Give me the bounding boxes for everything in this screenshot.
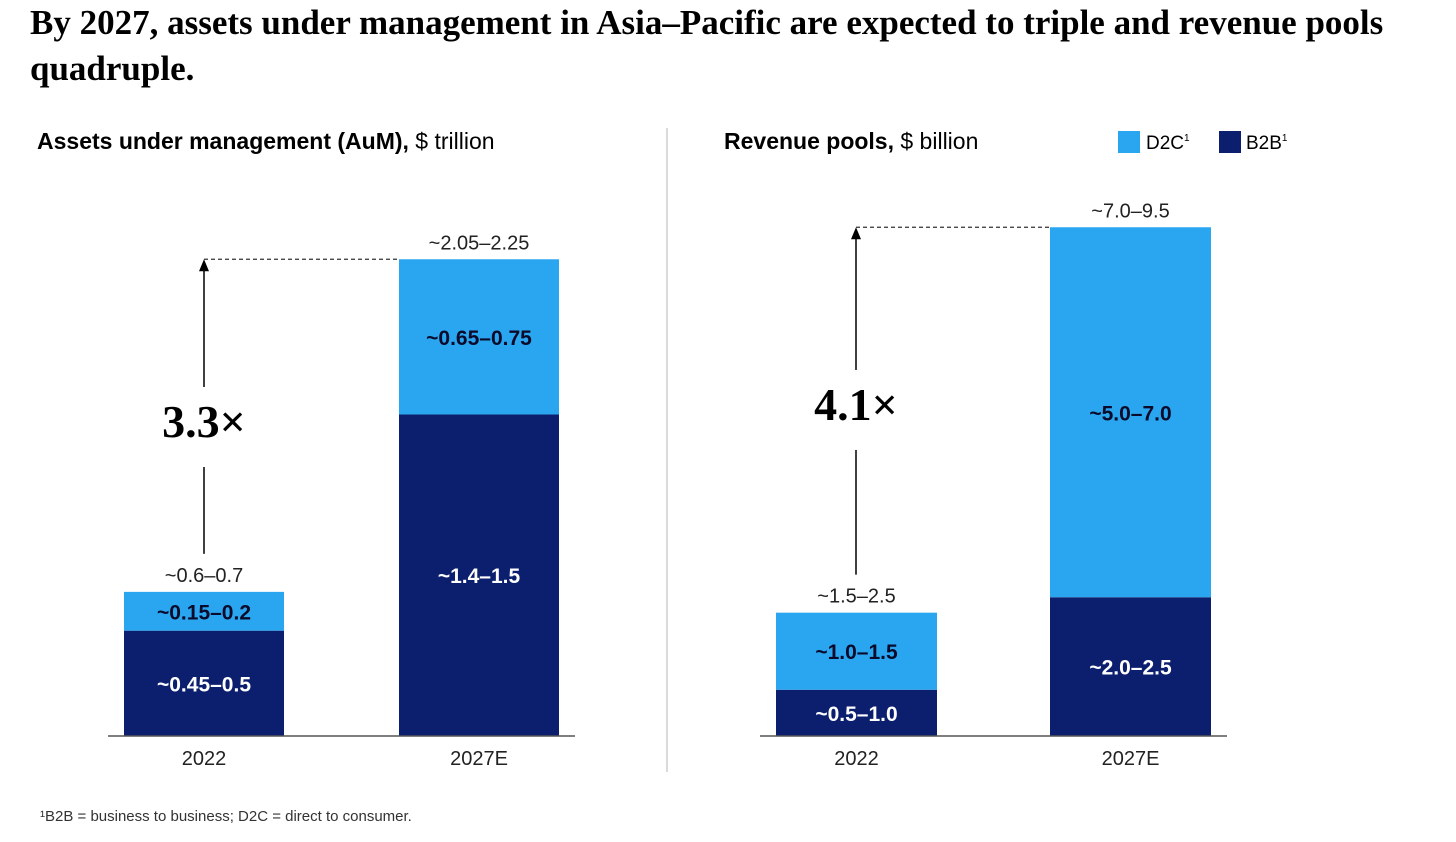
revenue-panel-title-unit: $ billion — [894, 128, 978, 154]
bar-label-d2c-2027e: ~5.0–7.0 — [1089, 402, 1171, 425]
bar-label-b2b-2027e: ~2.0–2.5 — [1089, 657, 1172, 680]
bar-d2c-2022 — [124, 591, 284, 631]
legend-b2b-swatch — [1219, 131, 1241, 153]
bar-label-d2c-2027e: ~0.65–0.75 — [426, 327, 532, 350]
bar-label-b2b-2027e: ~1.4–1.5 — [438, 565, 521, 588]
growth-arrowhead-icon — [851, 227, 861, 240]
aum-panel-title-bold: Assets under management (AuM), — [37, 128, 409, 154]
legend: D2C1 B2B1 — [1118, 131, 1288, 154]
total-label-2022: ~0.6–0.7 — [165, 565, 243, 587]
growth-multiplier-label: 4.1× — [814, 379, 898, 430]
legend-b2b-label: B2B1 — [1246, 133, 1288, 154]
legend-d2c-swatch — [1118, 131, 1140, 153]
revenue-panel-title: Revenue pools, $ billion — [724, 128, 978, 154]
revenue-chart: ~0.5–1.0 ~1.0–1.5 ~1.5–2.5 2022 ~2.0–2.5 ~5.0… — [760, 200, 1227, 770]
bar-d2c-2022 — [776, 612, 937, 690]
bar-d2c-2027e — [399, 259, 559, 415]
growth-arrowhead-icon — [199, 259, 209, 272]
legend-d2c-label: D2C1 — [1146, 133, 1190, 154]
chart-canvas: Assets under management (AuM), $ trillio… — [37, 128, 1288, 772]
category-label-2027e: 2027E — [450, 748, 508, 770]
aum-panel-title: Assets under management (AuM), $ trillio… — [37, 128, 495, 154]
bar-label-b2b-2022: ~0.5–1.0 — [815, 703, 897, 726]
growth-multiplier-label: 3.3× — [162, 396, 246, 447]
category-label-2022: 2022 — [834, 748, 879, 770]
bar-d2c-2027e — [1050, 227, 1211, 598]
total-label-2022: ~1.5–2.5 — [817, 586, 895, 608]
footnote: ¹B2B = business to business; D2C = direc… — [40, 808, 412, 825]
category-label-2027e: 2027E — [1102, 748, 1160, 770]
aum-panel-title-unit: $ trillion — [409, 128, 495, 154]
revenue-panel-title-bold: Revenue pools, — [724, 128, 894, 154]
bar-b2b-2027e — [399, 414, 559, 736]
bar-b2b-2027e — [1050, 597, 1211, 736]
bar-label-d2c-2022: ~1.0–1.5 — [815, 641, 898, 664]
bar-label-d2c-2022: ~0.15–0.2 — [157, 601, 251, 624]
bar-b2b-2022 — [776, 689, 937, 736]
total-label-2027e: ~7.0–9.5 — [1091, 200, 1169, 222]
total-label-2027e: ~2.05–2.25 — [429, 232, 530, 254]
bar-b2b-2022 — [124, 630, 284, 736]
category-label-2022: 2022 — [182, 748, 227, 770]
chart-title: By 2027, assets under management in Asia… — [30, 3, 1384, 88]
bar-label-b2b-2022: ~0.45–0.5 — [157, 673, 251, 696]
aum-chart: ~0.45–0.5 ~0.15–0.2 ~0.6–0.7 2022 ~1.4–1.5 ~0… — [108, 232, 575, 770]
